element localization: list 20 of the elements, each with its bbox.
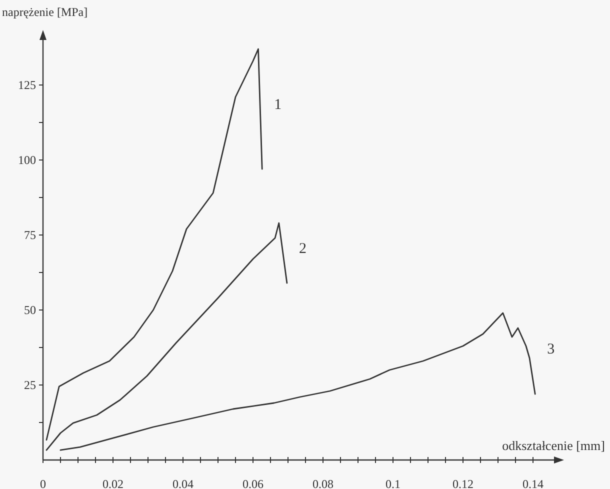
y-tick-label: 75 [24,228,36,242]
x-tick-label: 0.1 [386,477,400,489]
y-tick-label: 25 [24,378,36,392]
x-tick-label: 0.12 [452,477,474,489]
y-tick-label: 50 [24,303,36,317]
x-axis-title: odkształcenie [mm] [502,438,605,453]
series-label: 2 [298,241,306,257]
x-tick-label: 0 [40,477,46,489]
x-tick-label: 0.04 [172,477,194,489]
x-tick-label: 0.02 [102,477,124,489]
y-tick-label: 125 [18,78,36,92]
x-tick-label: 0.14 [522,477,544,489]
x-tick-label: 0.06 [242,477,264,489]
series-label: 1 [274,97,282,113]
series-label: 3 [547,342,555,358]
y-tick-label: 100 [18,153,36,167]
x-tick-label: 0.08 [312,477,334,489]
line-series [46,48,263,441]
y-axis-title: naprężenie [MPa] [2,5,88,19]
line-series [46,222,288,451]
